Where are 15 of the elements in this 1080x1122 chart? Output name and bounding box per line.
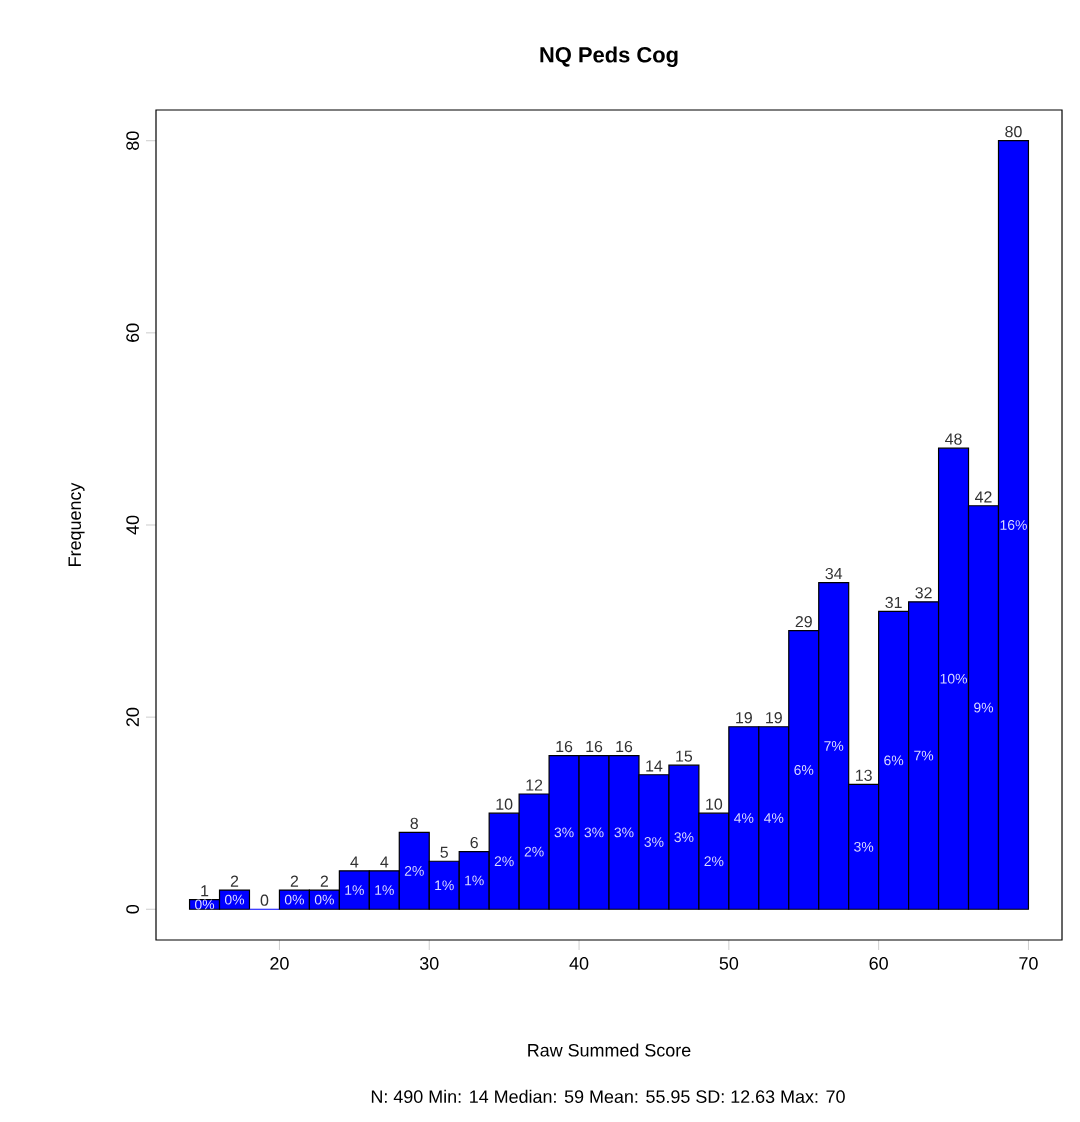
y-tick-label: 20 xyxy=(126,707,139,727)
chart-title: NQ Peds Cog xyxy=(540,46,678,67)
x-tick-label: 40 xyxy=(569,957,589,970)
x-axis-title: Raw Summed Score xyxy=(528,1043,691,1057)
x-tick-label: 20 xyxy=(270,957,289,970)
y-axis-title: Frequency xyxy=(68,482,85,566)
x-tick-label: 30 xyxy=(419,957,439,970)
x-tick-label: 70 xyxy=(1019,957,1038,970)
y-tick-label: 80 xyxy=(126,131,139,150)
y-tick-label: 0 xyxy=(126,904,139,914)
text: N: 490 Min: 14 Median: 59 Mean: 55.95 SD: 12.63 Max: 70 xyxy=(371,1089,845,1103)
x-tick-label: 60 xyxy=(869,957,888,970)
x-tick-label: 50 xyxy=(719,957,739,970)
y-tick-label: 40 xyxy=(126,515,139,535)
y-tick-label: 60 xyxy=(126,323,139,342)
